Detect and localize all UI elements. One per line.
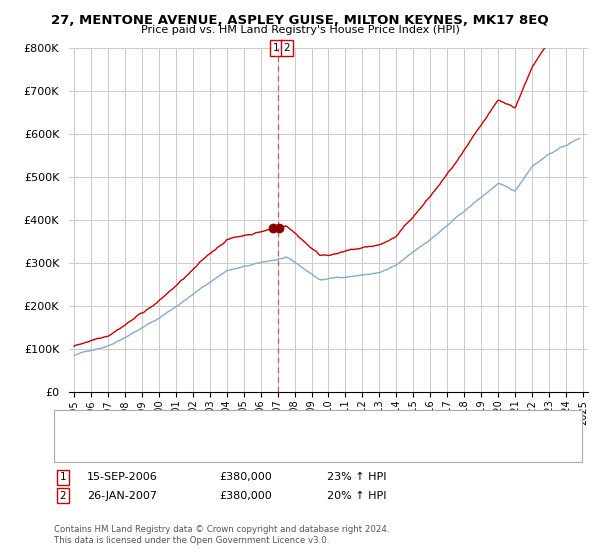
Text: 26-JAN-2007: 26-JAN-2007	[87, 491, 157, 501]
Text: £380,000: £380,000	[219, 491, 272, 501]
Text: 1: 1	[272, 43, 279, 53]
Text: 15-SEP-2006: 15-SEP-2006	[87, 472, 158, 482]
Text: HPI: Average price, detached house, Central Bedfordshire: HPI: Average price, detached house, Cent…	[105, 444, 386, 454]
Text: 27, MENTONE AVENUE, ASPLEY GUISE, MILTON KEYNES, MK17 8EQ: 27, MENTONE AVENUE, ASPLEY GUISE, MILTON…	[51, 14, 549, 27]
Text: Contains HM Land Registry data © Crown copyright and database right 2024.
This d: Contains HM Land Registry data © Crown c…	[54, 525, 389, 545]
Text: Price paid vs. HM Land Registry's House Price Index (HPI): Price paid vs. HM Land Registry's House …	[140, 25, 460, 35]
Text: 27, MENTONE AVENUE, ASPLEY GUISE, MILTON KEYNES, MK17 8EQ (detached house): 27, MENTONE AVENUE, ASPLEY GUISE, MILTON…	[105, 419, 520, 430]
Text: £380,000: £380,000	[219, 472, 272, 482]
Text: 2: 2	[59, 491, 67, 501]
Text: 20% ↑ HPI: 20% ↑ HPI	[327, 491, 386, 501]
Text: 23% ↑ HPI: 23% ↑ HPI	[327, 472, 386, 482]
Text: ——: ——	[69, 442, 94, 456]
Text: ——: ——	[69, 418, 94, 431]
Text: 1: 1	[59, 472, 67, 482]
Text: 2: 2	[284, 43, 290, 53]
